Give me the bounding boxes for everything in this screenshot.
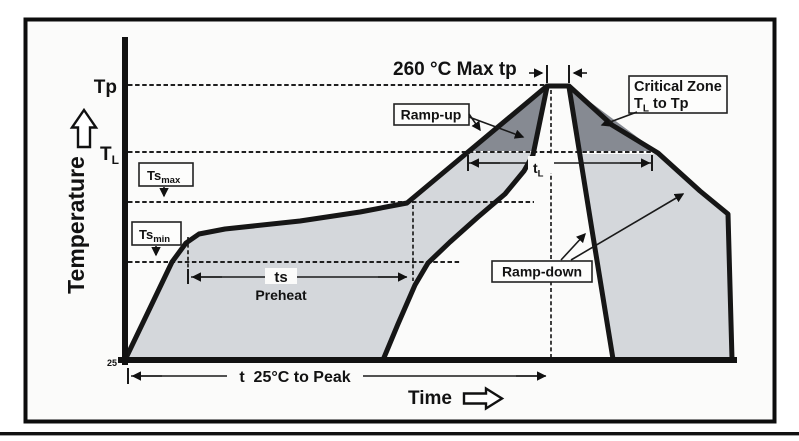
y-axis-title: Temperature <box>63 156 89 294</box>
critical-zone-callout: Critical Zone TL to Tp <box>600 75 728 127</box>
preheat-label: Preheat <box>255 287 307 303</box>
critical-zone-arrow <box>600 111 638 127</box>
tp-span <box>529 65 587 83</box>
tsmax-callout: Tsmax <box>138 162 194 198</box>
t25-label-backing <box>227 367 363 385</box>
tsmax-box <box>138 162 194 187</box>
tsmin-callout: Tsmin <box>131 221 182 257</box>
ramp-down-arrow-outer <box>570 193 685 261</box>
peak-max-label: 260 °C Max tp <box>393 59 517 80</box>
t25-span: t 25°C to Peak <box>127 367 547 386</box>
band-light-left <box>125 152 531 359</box>
ramp-down-callout: Ramp-down <box>491 193 685 283</box>
temperature-up-arrow-icon <box>69 107 99 149</box>
ramp-down-arrow-inner <box>560 232 586 261</box>
ts-span-label: ts <box>274 269 287 286</box>
tl-tick-label: TL <box>100 144 119 167</box>
time-right-arrow-icon <box>462 386 505 411</box>
tl-span: tL <box>467 155 653 180</box>
ramp-down-label: Ramp-down <box>502 264 582 280</box>
t25-span-label: t 25°C to Peak <box>239 369 350 386</box>
critical-zone-label-line1: Critical Zone <box>634 79 722 95</box>
bottom-rule <box>0 432 799 436</box>
x-axis-title: Time <box>408 388 452 409</box>
tsmax-label: Tsmax <box>147 168 181 186</box>
ts-label-backing <box>265 268 297 284</box>
ramp-up-callout: Ramp-up <box>393 103 525 139</box>
tl-span-label: tL <box>533 160 544 180</box>
ramp-down-box <box>491 260 593 283</box>
critical-zone-label-line2: TL to Tp <box>634 96 689 115</box>
critical-zone-box <box>628 75 728 114</box>
tl-label-backing <box>528 156 554 173</box>
tsmin-box <box>131 221 182 246</box>
tsmin-label: Tsmin <box>139 227 170 245</box>
tp-tick-label: Tp <box>94 77 117 98</box>
ramp-up-label: Ramp-up <box>401 107 462 123</box>
critical-zone-right <box>570 87 656 151</box>
profile-envelope-min-right-line <box>566 84 616 362</box>
ramp-up-arrow-outer <box>468 113 481 132</box>
ramp-up-arrow-inner <box>468 116 525 139</box>
profile-envelope-max-line <box>122 83 735 363</box>
profile-band <box>125 87 731 359</box>
reference-lines <box>128 84 656 359</box>
ts-span: ts Preheat <box>187 268 408 303</box>
band-light-right <box>578 154 731 358</box>
figure-border <box>23 17 777 424</box>
origin-tick-label: 25 <box>107 358 117 368</box>
